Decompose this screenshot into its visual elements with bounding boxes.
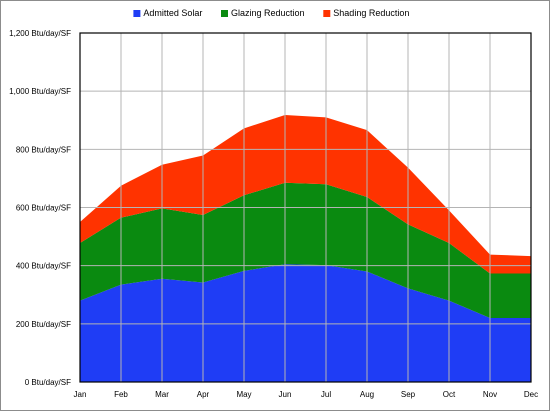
area-glazing-reduction [80,182,531,319]
y-tick-label: 1,200 Btu/day/SF [9,29,71,38]
x-tick-label: Sep [401,390,416,399]
x-tick-label: Aug [360,390,374,399]
x-tick-label: Oct [443,390,456,399]
legend-swatch-shading-reduction [323,10,331,17]
x-tick-label: Jun [279,390,292,399]
x-tick-label: Nov [483,390,497,399]
series-areas [80,115,531,382]
legend-label-glazing-reduction: Glazing Reduction [231,8,305,18]
area-admitted-solar [80,264,531,382]
x-tick-label: Apr [197,390,210,399]
area-shading-reduction [80,115,531,274]
x-tick-label: Jul [321,390,331,399]
legend: Admitted Solar Glazing Reduction Shading R… [133,8,409,18]
y-tick-label: 0 Btu/day/SF [25,378,71,387]
x-tick-label: May [236,390,251,399]
legend-swatch-admitted-solar [133,10,141,17]
x-tick-label: Mar [155,390,169,399]
y-tick-label: 600 Btu/day/SF [16,204,71,213]
legend-swatch-glazing-reduction [221,10,228,17]
y-tick-label: 400 Btu/day/SF [16,262,71,271]
gridlines [80,33,531,382]
x-axis: Jan Feb Mar Apr May Jun Jul Aug Sep Oct Nov Dec [74,390,539,399]
y-tick-label: 1,000 Btu/day/SF [9,87,71,96]
legend-label-admitted-solar: Admitted Solar [143,8,202,18]
y-tick-label: 200 Btu/day/SF [16,320,71,329]
x-tick-label: Feb [114,390,128,399]
x-tick-label: Jan [74,390,87,399]
y-tick-label: 800 Btu/day/SF [16,145,71,154]
plot-border [79,32,532,383]
legend-label-shading-reduction: Shading Reduction [333,8,409,18]
y-axis: 0 Btu/day/SF 200 Btu/day/SF 400 Btu/day/SF… [9,29,71,387]
x-tick-label: Dec [524,390,538,399]
